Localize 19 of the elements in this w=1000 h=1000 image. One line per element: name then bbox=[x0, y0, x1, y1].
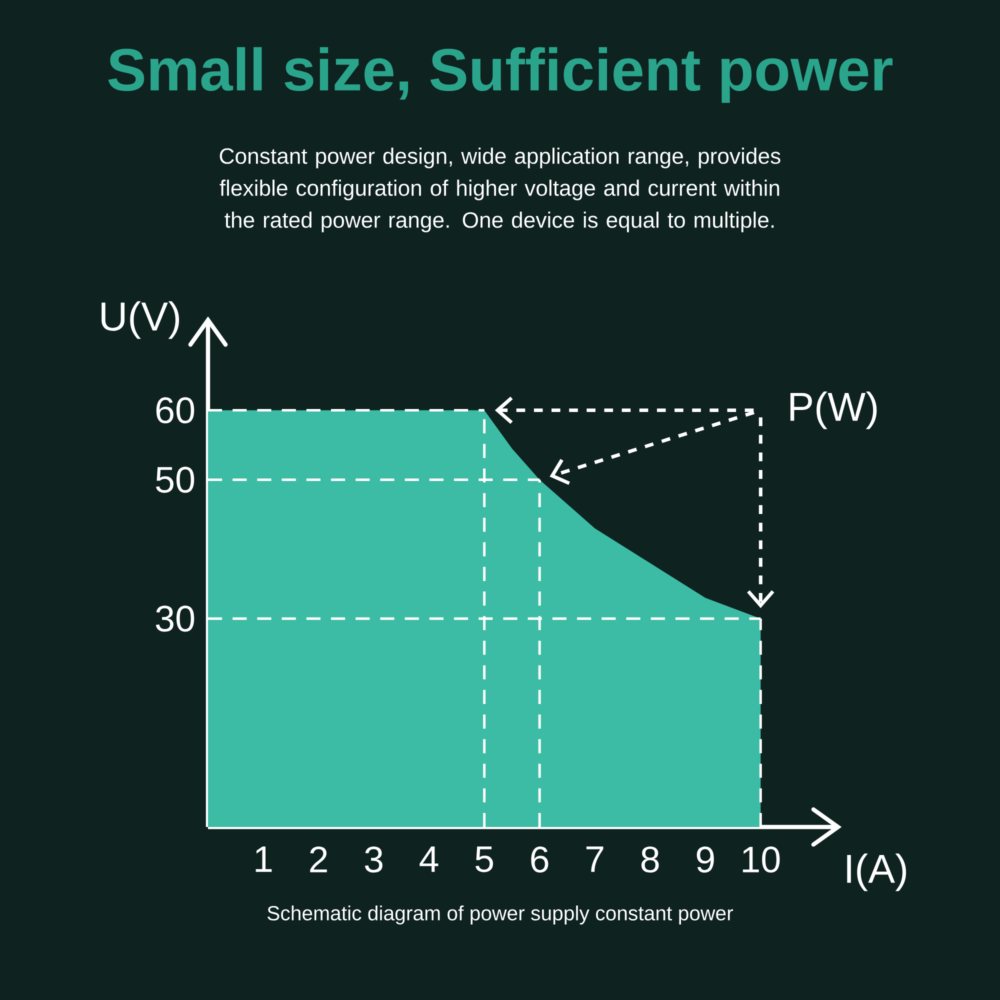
y-tick-label: 30 bbox=[156, 606, 194, 632]
annotation: P(W) bbox=[790, 391, 877, 430]
x-tick-label: 5 bbox=[476, 846, 494, 872]
x-tick-label: 10 bbox=[742, 846, 780, 873]
x-tick-label: 6 bbox=[531, 846, 548, 873]
y-tick-label: 60 bbox=[156, 397, 194, 424]
text: Schematic diagram of power supply constant power bbox=[268, 905, 734, 925]
x-tick-label: 2 bbox=[310, 846, 327, 872]
x-tick-label: 1 bbox=[256, 846, 272, 872]
y-tick-label: 50 bbox=[156, 466, 194, 493]
x-tick-label: 4 bbox=[420, 846, 438, 872]
x-tick-label: 3 bbox=[364, 846, 382, 873]
y-axis-title: U(V) bbox=[102, 301, 180, 339]
x-tick-label: 9 bbox=[696, 846, 714, 873]
x-axis-title: I(A) bbox=[847, 853, 906, 892]
x-tick-label: 7 bbox=[586, 846, 604, 872]
chart-subtitle: Constant power design, wide application range, provides flexible configuration of higher voltage and current within the rated power range. One device is equal to multiple. bbox=[220, 148, 780, 232]
chart-title: Small size, Sufficient power bbox=[108, 47, 893, 103]
x-tick-label: 8 bbox=[641, 846, 659, 873]
